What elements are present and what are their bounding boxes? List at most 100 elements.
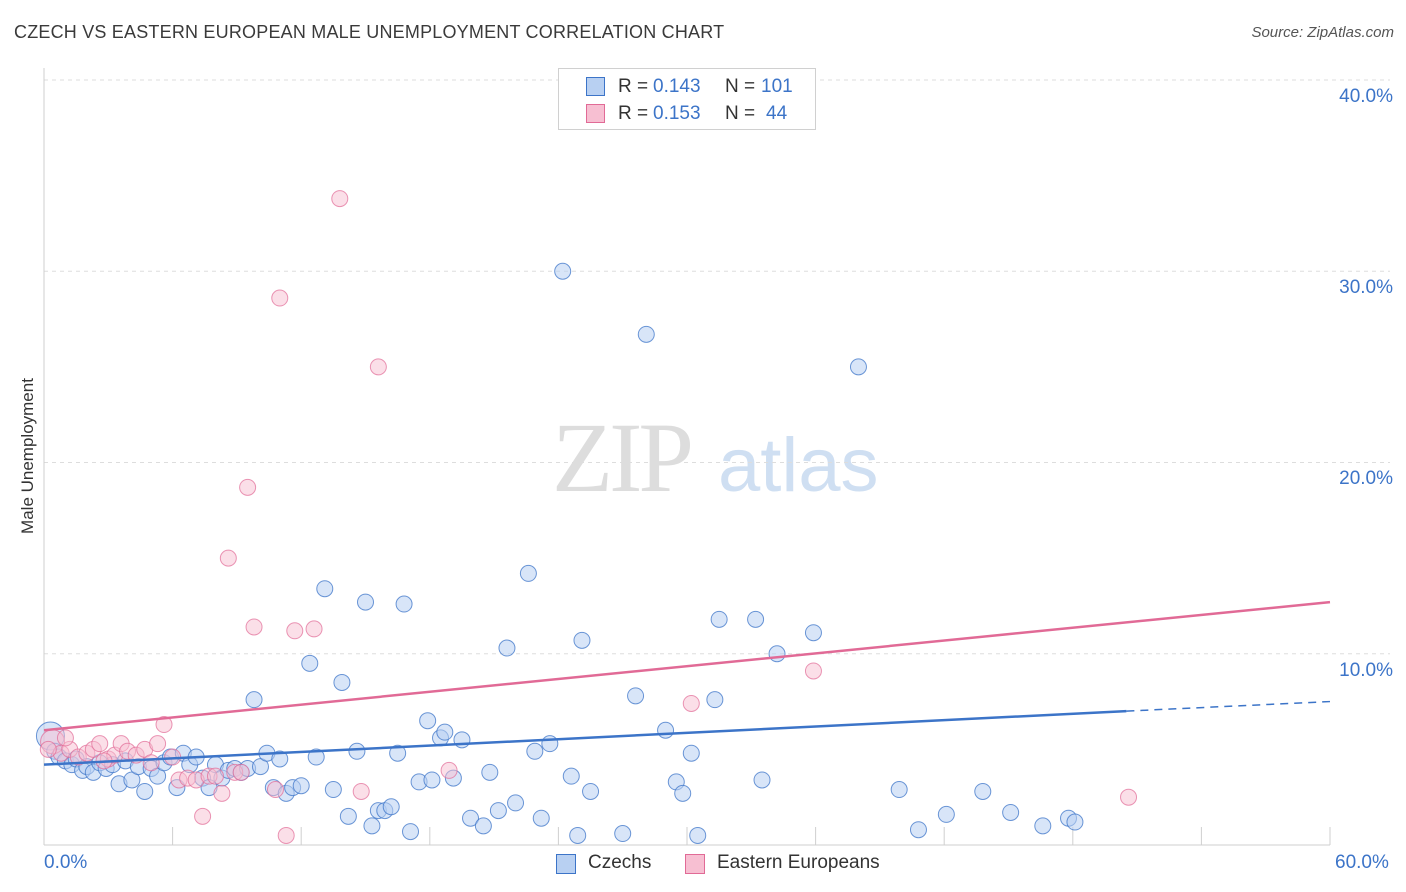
czechs-point (136, 782, 154, 800)
legend-row-eastern-europeans: R = 0.153 N = 44 (559, 101, 815, 127)
czechs-point (489, 802, 507, 820)
czechs-point (674, 784, 692, 802)
czechs-point (582, 782, 600, 800)
czechs-point (562, 767, 580, 785)
czechs-point (554, 262, 572, 280)
pink-swatch-icon (586, 104, 605, 123)
n-value: 101 (761, 76, 793, 97)
x-tick-min: 0.0% (44, 852, 88, 873)
eastern-europeans-point (194, 807, 212, 825)
czechs-point (348, 742, 366, 760)
eastern-europeans-point (155, 716, 173, 734)
czechs-point (637, 325, 655, 343)
eastern-europeans-point (352, 782, 370, 800)
czechs-point (657, 721, 675, 739)
czechs-point (292, 777, 310, 795)
y-tick-10: 10.0% (1339, 660, 1393, 681)
czechs-point (382, 798, 400, 816)
czechs-point (423, 771, 441, 789)
czechs-point (389, 744, 407, 762)
eastern-europeans-point (206, 767, 224, 785)
czechs-point (909, 821, 927, 839)
czechs-point (541, 735, 559, 753)
czechs-point (307, 748, 325, 766)
legend-row-czechs: R = 0.143 N = 101 (559, 74, 815, 100)
czechs-point (271, 750, 289, 768)
legend-label: Eastern Europeans (717, 852, 880, 873)
correlation-legend: R = 0.143 N = 101 R = 0.153 N = 44 (558, 68, 816, 130)
x-tick-max: 60.0% (1335, 852, 1389, 873)
czechs-point (474, 817, 492, 835)
czechs-point (937, 805, 955, 823)
czechs-point (1034, 817, 1052, 835)
blue-swatch-icon (586, 77, 605, 96)
czechs-point (753, 771, 771, 789)
eastern-europeans-point (39, 740, 57, 758)
czechs-point (682, 744, 700, 762)
eastern-europeans-point (804, 662, 822, 680)
r-value: 0.153 (653, 103, 701, 124)
czechs-point (339, 807, 357, 825)
czechs-point (768, 645, 786, 663)
czechs-point (333, 673, 351, 691)
eastern-europeans-points (39, 190, 1138, 844)
eastern-europeans-point (305, 620, 323, 638)
czechs-point (402, 823, 420, 841)
y-tick-40: 40.0% (1339, 86, 1393, 107)
czechs-point (706, 691, 724, 709)
eastern-europeans-point (142, 754, 160, 772)
eastern-europeans-point (277, 826, 295, 844)
czechs-point (245, 691, 263, 709)
czechs-point (481, 763, 499, 781)
czechs-point (1066, 813, 1084, 831)
y-axis-label: Male Unemployment (18, 378, 37, 534)
eastern-europeans-point (440, 761, 458, 779)
watermark-atlas: atlas (718, 423, 879, 508)
eastern-europeans-point (219, 549, 237, 567)
y-tick-30: 30.0% (1339, 277, 1393, 298)
czechs-point (614, 825, 632, 843)
eastern-europeans-point (149, 735, 167, 753)
n-label: N = (725, 76, 756, 97)
czechs-point (507, 794, 525, 812)
n-value: 44 (766, 103, 788, 124)
czechs-point (324, 781, 342, 799)
eastern-europeans-point (213, 784, 231, 802)
chart-title: CZECH VS EASTERN EUROPEAN MALE UNEMPLOYM… (14, 22, 725, 42)
axes (43, 68, 1331, 846)
pink-swatch-icon (685, 854, 705, 874)
czechs-point (519, 564, 537, 582)
legend-label: Czechs (588, 852, 652, 873)
czechs-point (849, 358, 867, 376)
eastern-europeans-point (369, 358, 387, 376)
czechs-trend-extension (1126, 700, 1331, 712)
eastern-europeans-point (232, 763, 250, 781)
eastern-europeans-point (91, 735, 109, 753)
eastern-europeans-point (271, 289, 289, 307)
czechs-point (395, 595, 413, 613)
eastern-europeans-point (245, 618, 263, 636)
czechs-point (357, 593, 374, 611)
czechs-point (890, 781, 908, 799)
eastern-europeans-point (239, 478, 257, 496)
czechs-point (573, 631, 591, 649)
czechs-point (316, 580, 334, 598)
czechs-point (710, 610, 728, 628)
czechs-point (419, 712, 437, 730)
grid-lines (44, 79, 1390, 655)
r-value: 0.143 (653, 76, 701, 97)
czechs-point (462, 809, 480, 827)
czechs-point (569, 826, 587, 844)
r-label: R = (618, 76, 649, 97)
czechs-point (301, 654, 319, 672)
source-label: Source: ZipAtlas.com (1251, 24, 1394, 41)
czechs-point (747, 610, 765, 628)
czechs-point (498, 639, 516, 657)
czechs-point (974, 782, 992, 800)
czechs-point (689, 826, 707, 844)
czechs-point (804, 624, 822, 642)
eastern-europeans-point (266, 781, 284, 799)
czechs-point (1002, 803, 1020, 821)
czechs-point (526, 742, 544, 760)
